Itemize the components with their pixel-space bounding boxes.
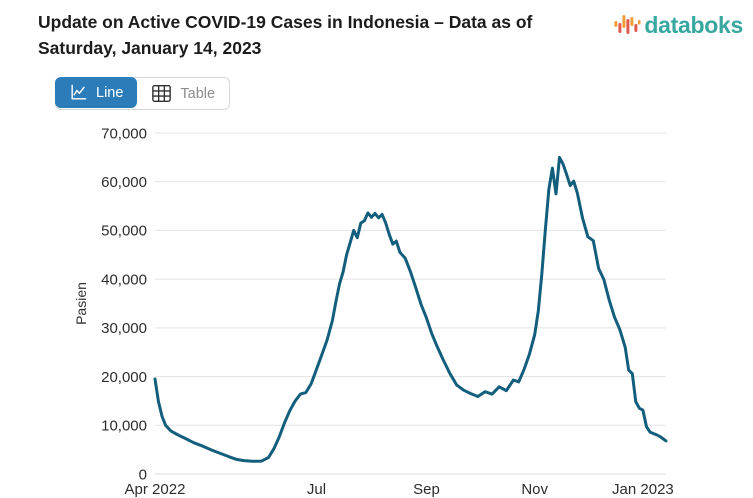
y-tick-label: 30,000 [101, 320, 147, 337]
y-tick-label: 40,000 [101, 271, 147, 288]
page-title: Update on Active COVID-19 Cases in Indon… [38, 12, 533, 58]
x-tick-label: Sep [413, 481, 440, 498]
databoks-logo-text: databoks [644, 12, 743, 38]
table-icon [151, 84, 172, 103]
y-tick-label: 0 [139, 466, 147, 483]
line-chart-icon [69, 83, 88, 102]
y-axis-title: Pasien [73, 282, 89, 325]
table-view-button[interactable]: Table [137, 78, 229, 109]
x-tick-label: Apr 2022 [125, 481, 186, 498]
databoks-logo[interactable]: databoks [614, 12, 743, 39]
x-tick-label: Jul [307, 481, 326, 498]
table-button-label: Table [180, 85, 216, 102]
x-tick-label: Jan 2023 [612, 481, 674, 498]
page-header: Update on Active COVID-19 Cases in Indon… [38, 10, 743, 62]
data-line [153, 155, 668, 463]
y-tick-label: 70,000 [101, 125, 147, 142]
y-tick-label: 60,000 [101, 174, 147, 191]
line-chart: 0 10,000 20,000 30,000 40,000 50,000 60,000 70,… [73, 125, 674, 498]
x-tick-label: Nov [521, 481, 548, 498]
y-tick-label: 10,000 [101, 418, 147, 435]
y-tick-label: 20,000 [101, 369, 147, 386]
databoks-bars-icon [614, 13, 641, 38]
chart-type-toggle: Line Table [55, 77, 231, 110]
y-tick-label: 50,000 [101, 223, 147, 240]
line-button-label: Line [96, 84, 124, 101]
line-view-button[interactable]: Line [55, 77, 138, 108]
